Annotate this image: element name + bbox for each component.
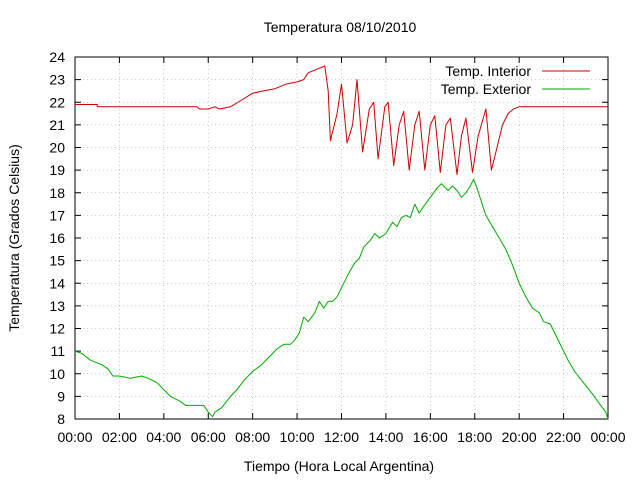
axes: 8 9 10 11 12 13 14 15 16 17 18 19 20 21 22 23 24 00:00 02:…	[49, 49, 625, 445]
y-tick-label: 9	[57, 388, 65, 404]
legend-label-exterior: Temp. Exterior	[441, 81, 532, 97]
x-axis-label: Tiempo (Hora Local Argentina)	[244, 458, 434, 474]
y-tick-label: 12	[49, 321, 65, 337]
y-tick-label: 14	[49, 275, 65, 291]
y-tick-label: 22	[49, 94, 65, 110]
x-tick-label: 18:00	[457, 429, 492, 445]
plot-frame	[74, 56, 609, 420]
x-tick-label: 20:00	[502, 429, 537, 445]
x-tick-label: 04:00	[146, 429, 181, 445]
y-tick-label: 19	[49, 162, 65, 178]
x-tick-label: 08:00	[235, 429, 270, 445]
y-tick-label: 17	[49, 207, 65, 223]
y-tick-label: 13	[49, 298, 65, 314]
series-line-exterior	[74, 178, 609, 420]
y-tick-label: 15	[49, 253, 65, 269]
y-tick-label: 20	[49, 140, 65, 156]
y-tick-label: 24	[49, 49, 65, 65]
y-tick-label: 21	[49, 117, 65, 133]
y-tick-label: 23	[49, 72, 65, 88]
y-tick-label: 11	[50, 343, 65, 359]
x-tick-label: 14:00	[368, 429, 403, 445]
y-tick-label: 10	[49, 366, 65, 382]
y-axis-label: Temperatura (Grados Celsius)	[6, 144, 22, 332]
series-line-interior	[75, 65, 608, 176]
x-tick-label: 00:00	[57, 429, 92, 445]
legend: Temp. Interior Temp. Exterior	[441, 63, 590, 97]
y-tick-label: 16	[49, 230, 65, 246]
y-tick-label: 8	[57, 411, 65, 427]
chart-title: Temperatura 08/10/2010	[264, 19, 417, 35]
x-tick-label: 10:00	[280, 429, 315, 445]
grid	[75, 57, 608, 419]
x-tick-label: 02:00	[102, 429, 137, 445]
x-tick-label: 12:00	[324, 429, 359, 445]
x-tick-label: 06:00	[191, 429, 226, 445]
x-tick-label: 00:00	[590, 429, 625, 445]
legend-label-interior: Temp. Interior	[445, 63, 531, 79]
y-tick-label: 18	[49, 185, 65, 201]
x-tick-label: 22:00	[546, 429, 581, 445]
x-tick-label: 16:00	[413, 429, 448, 445]
series-group	[74, 65, 609, 420]
